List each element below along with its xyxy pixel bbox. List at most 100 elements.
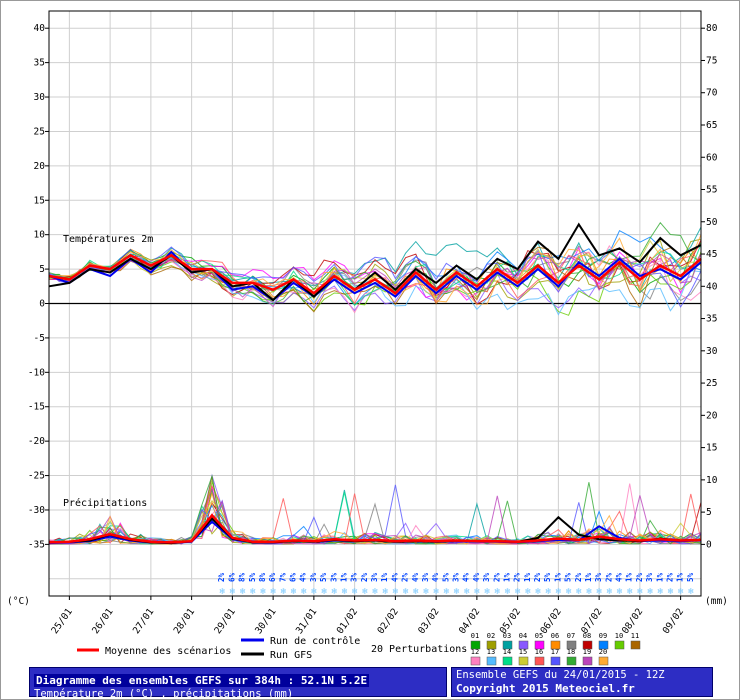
- snowflake-icon: ❄: [576, 587, 582, 597]
- member-color-square: [550, 640, 561, 650]
- snowflake-icon: ❄: [617, 587, 623, 597]
- snow-probability-label: 5%: [686, 572, 695, 582]
- member-color-square: [502, 640, 513, 650]
- snow-probability-label: 2%: [533, 572, 542, 582]
- snow-probability-label: 2%: [574, 572, 583, 582]
- snowflake-icon: ❄: [586, 587, 592, 597]
- snow-probability-label: 2%: [665, 572, 674, 582]
- snow-probability-label: 3%: [370, 572, 379, 582]
- member-number: 11: [631, 632, 639, 640]
- plot-frame: [48, 10, 702, 597]
- mean-temp-line: [48, 253, 702, 295]
- member-color-square: [486, 640, 497, 650]
- mean-precip-line: [48, 513, 702, 544]
- snowflake-icon: ❄: [219, 587, 225, 597]
- snow-probability-label: 1%: [625, 572, 634, 582]
- snowflake-icon: ❄: [658, 587, 664, 597]
- plot-border: [48, 10, 702, 597]
- snowflake-icon: ❄: [423, 587, 429, 597]
- left-axis-unit: (°C): [7, 596, 30, 607]
- right-tick-label: 0: [706, 539, 712, 550]
- snow-probability-label: 3%: [421, 572, 430, 582]
- member-color-square: [534, 640, 545, 650]
- snow-probability-label: 4%: [472, 572, 481, 582]
- member-color-square: [486, 656, 497, 666]
- snow-probability-label: 7%: [278, 572, 287, 582]
- footer-title-box: Diagramme des ensembles GEFS sur 384h : …: [29, 667, 447, 699]
- date-label: 09/02: [661, 606, 686, 636]
- left-tick-label: 25: [34, 126, 45, 137]
- member-number: 07: [567, 632, 575, 640]
- left-tick-label: -15: [28, 402, 45, 413]
- snowflake-icon: ❄: [505, 587, 511, 597]
- member-number: 05: [535, 632, 543, 640]
- member-color-square: [470, 656, 481, 666]
- snowflake-icon: ❄: [607, 587, 613, 597]
- date-label: 28/01: [172, 606, 198, 636]
- snow-probability-label: 5%: [441, 572, 450, 582]
- member-number: 04: [519, 632, 527, 640]
- left-tick-label: 10: [34, 230, 46, 241]
- member-color-square: [534, 656, 545, 666]
- left-tick-label: 20: [34, 161, 46, 172]
- right-tick-label: 5: [706, 507, 712, 518]
- snowflake-icon: ❄: [250, 587, 256, 597]
- snowflake-icon: ❄: [464, 587, 470, 597]
- snowflake-icon: ❄: [444, 587, 450, 597]
- gfs-legend-label: Run GFS: [270, 650, 312, 661]
- member-color-square: [550, 656, 561, 666]
- date-label: 02/02: [375, 606, 400, 636]
- gfs-temp-line: [48, 222, 702, 302]
- right-tick-label: 50: [706, 217, 718, 228]
- snowflake-icon: ❄: [270, 587, 276, 597]
- member-number: 12: [471, 648, 479, 656]
- member-color-square: [598, 656, 609, 666]
- member-color-square: [598, 640, 609, 650]
- snowflake-icon: ❄: [301, 587, 307, 597]
- snow-probability-label: 3%: [452, 572, 461, 582]
- snow-probability-label: 2%: [401, 572, 410, 582]
- right-tick-label: 60: [706, 152, 718, 163]
- axis-labels: 4035302520151050-5-10-15-20-25-30-358075…: [28, 23, 718, 550]
- snow-probability-label: 5%: [319, 572, 328, 582]
- member-number: 16: [535, 648, 543, 656]
- main-lines: [48, 222, 702, 545]
- member-number: 13: [487, 648, 495, 656]
- right-tick-label: 55: [706, 185, 717, 196]
- snowflake-icon: ❄: [678, 587, 684, 597]
- date-label: 27/01: [131, 606, 157, 636]
- member-number: 15: [519, 648, 527, 656]
- member-color-square: [502, 656, 513, 666]
- snowflake-icon: ❄: [281, 587, 287, 597]
- member-number: 06: [551, 632, 559, 640]
- member-color-square: [470, 640, 481, 650]
- snowflake-icon: ❄: [230, 587, 236, 597]
- snowflake-icon: ❄: [403, 587, 409, 597]
- snowflake-icon: ❄: [260, 587, 266, 597]
- member-color-square: [566, 640, 577, 650]
- left-tick-label: -25: [28, 471, 45, 482]
- snowflake-icon: ❄: [362, 587, 368, 597]
- date-label: 29/01: [212, 606, 238, 636]
- snow-probability-label: 5%: [543, 572, 552, 582]
- member-number: 20: [599, 648, 607, 656]
- snowflake-icon: ❄: [474, 587, 480, 597]
- member-number: 09: [599, 632, 607, 640]
- date-labels: 25/01 26/01 27/01 28/01 29/01 30/01 31/01 01/02…: [49, 596, 686, 636]
- snowflake-icon: ❄: [393, 587, 399, 597]
- perturbation-temp-line: [48, 238, 702, 303]
- left-tick-label: -5: [34, 333, 45, 344]
- right-tick-label: 20: [706, 410, 718, 421]
- mean-legend-label: Moyenne des scénarios: [105, 645, 231, 657]
- snow-probability-label: 2%: [635, 572, 644, 582]
- snowflake-icon: ❄: [545, 587, 551, 597]
- snowflake-icon: ❄: [484, 587, 490, 597]
- footer-run-box: Ensemble GEFS du 24/01/2015 - 12Z Copyri…: [451, 667, 713, 697]
- precipitation-section-label: Précipitations: [63, 497, 147, 509]
- snow-probability-label: 1%: [380, 572, 389, 582]
- left-tick-label: 0: [39, 299, 45, 310]
- snow-probability-label: 4%: [299, 572, 308, 582]
- snow-probability-label: 2%: [492, 572, 501, 582]
- member-color-square: [566, 656, 577, 666]
